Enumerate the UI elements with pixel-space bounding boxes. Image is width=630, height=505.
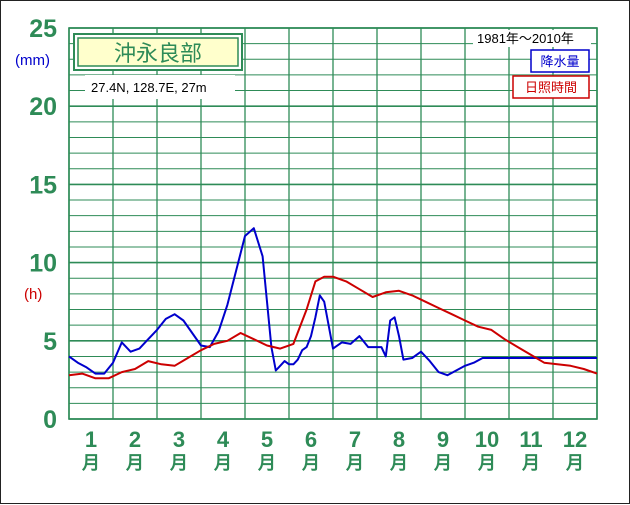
y-tick-label: 0 [43,406,57,434]
period-text: 1981年〜2010年 [477,31,574,46]
x-tick-label: 9 [437,427,449,452]
x-tick-label: 11 [519,427,542,452]
precip-line [68,227,597,377]
y-tick-label: 10 [29,250,57,278]
x-tick-suffix: 月 [389,453,408,474]
y-tick-label: 25 [29,15,57,43]
x-tick-label: 8 [393,427,405,452]
x-tick-suffix: 月 [433,453,452,474]
x-tick-suffix: 月 [521,453,540,474]
x-tick-label: 6 [305,427,317,452]
chart-title: 沖永良部 [114,42,202,67]
x-tick-label: 5 [261,427,273,452]
grid [68,27,598,420]
x-tick-suffix: 月 [125,453,144,474]
x-tick-suffix: 月 [345,453,364,474]
x-tick-suffix: 月 [257,453,276,474]
legend-precip: 降水量 [530,49,590,73]
sunshine-line [68,275,598,380]
x-tick-suffix: 月 [477,453,496,474]
precip-unit-label: (mm) [15,52,50,69]
x-tick-suffix: 月 [169,453,188,474]
sunshine-unit-label: (h) [24,286,42,303]
title-box: 沖永良部 [73,33,243,71]
y-tick-label: 5 [43,328,57,356]
location-text: 27.4N, 128.7E, 27m [91,80,207,95]
y-tick-labels: 0 5 10 15 20 25 [29,15,57,434]
x-tick-label: 12 [563,427,587,452]
x-tick-label: 4 [217,427,230,452]
x-tick-suffix: 月 [81,453,100,474]
y-tick-label: 15 [29,171,57,199]
y-tick-label: 20 [29,93,57,121]
x-tick-label: 3 [173,427,185,452]
legend-sunshine-label: 日照時間 [525,81,577,96]
x-tick-label: 7 [349,427,361,452]
x-tick-label: 1 [85,427,97,452]
x-tick-label: 10 [475,427,499,452]
x-tick-label: 2 [129,427,141,452]
x-tick-suffix: 月 [301,453,320,474]
legend-precip-label: 降水量 [540,55,579,70]
series-lines [68,227,598,380]
legend-sunshine: 日照時間 [512,75,590,99]
x-tick-suffix: 月 [565,453,584,474]
plot-border [68,27,598,420]
x-tick-suffix: 月 [213,453,232,474]
